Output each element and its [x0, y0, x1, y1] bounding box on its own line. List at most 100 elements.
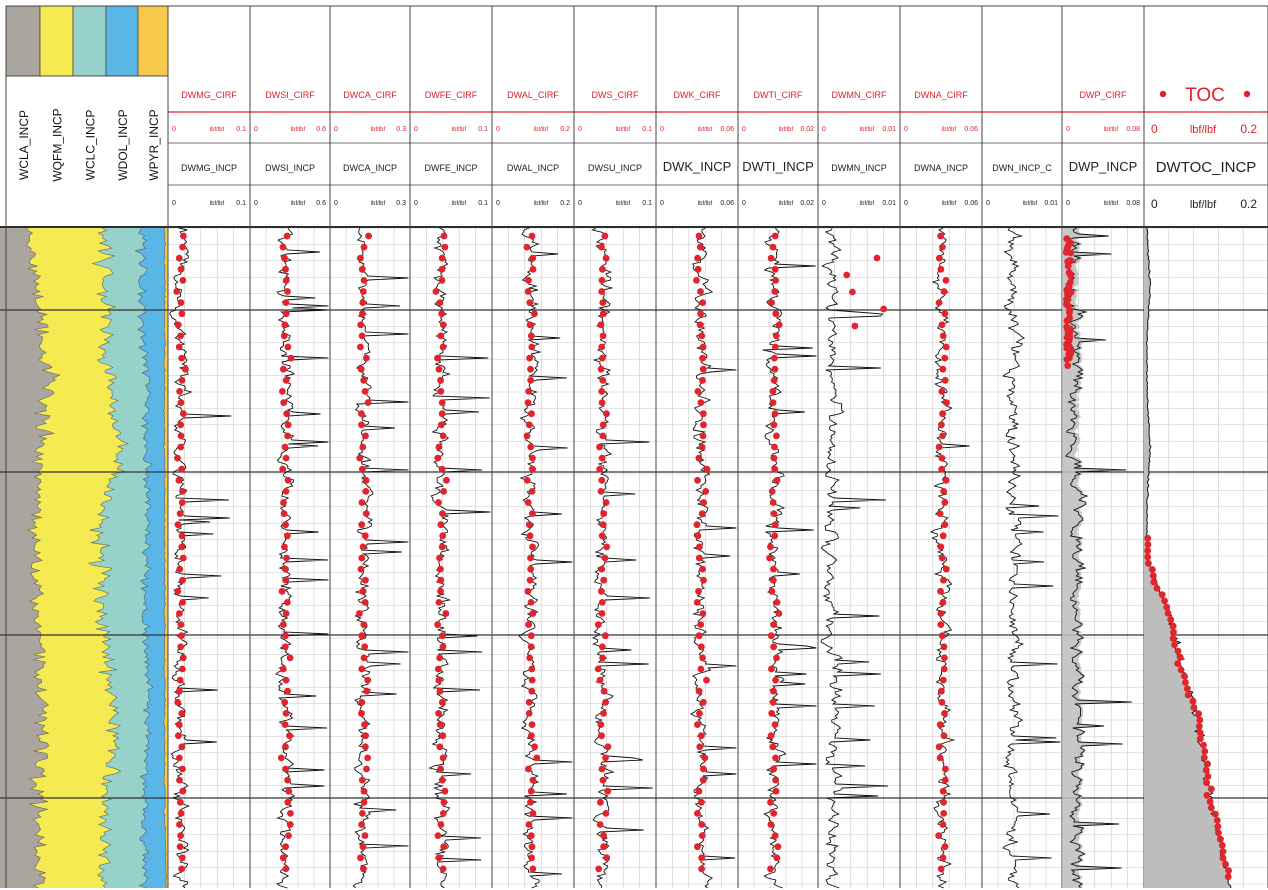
toc-title: TOC [1185, 85, 1225, 106]
sample-marker [438, 277, 446, 284]
cirf-scale-min: 0 [660, 126, 664, 133]
sample-marker [359, 443, 367, 451]
sample-marker [769, 576, 777, 584]
sample-marker [769, 399, 777, 406]
sample-marker [529, 810, 537, 817]
toc-sample-marker [1184, 691, 1192, 699]
sample-marker [529, 465, 536, 473]
cirf-scale-max: 0.06 [720, 126, 734, 133]
toc-sample-marker [1201, 748, 1209, 755]
toc-sample-marker [1169, 635, 1177, 642]
sample-marker [939, 410, 946, 418]
incp-label: DWTI_INCP [742, 159, 814, 174]
sample-marker [698, 732, 705, 740]
sample-marker [439, 643, 447, 651]
sample-marker [528, 343, 536, 351]
sample-marker [873, 254, 881, 262]
toc-sample-marker [1145, 559, 1152, 567]
sample-marker [598, 343, 606, 351]
sample-marker [773, 654, 780, 662]
sample-marker [531, 310, 538, 318]
sample-marker [597, 365, 605, 373]
cirf-label: DWS_CIRF [592, 90, 640, 100]
sample-marker [880, 305, 887, 313]
incp-scale-max: 0.2 [560, 200, 570, 207]
sample-marker [935, 832, 943, 839]
sample-marker [767, 632, 775, 640]
incp-scale-unit: lbf/lbf [210, 201, 225, 207]
sample-marker [698, 443, 706, 451]
sample-marker [175, 687, 183, 695]
sample-marker [694, 721, 701, 728]
sample-marker [437, 576, 445, 584]
toc-sample-marker [1170, 628, 1177, 636]
sample-marker [282, 865, 290, 873]
incp-scale-max: 0.1 [642, 200, 652, 207]
sample-marker [282, 743, 289, 751]
sample-marker [524, 499, 532, 506]
sample-marker [941, 843, 949, 851]
incp-scale-max: 0.6 [316, 200, 326, 207]
sample-marker [358, 265, 366, 273]
sample-marker [766, 554, 773, 562]
sample-marker [358, 665, 366, 673]
sample-marker [435, 676, 443, 684]
toc-sample-marker [1204, 760, 1211, 768]
sample-marker [695, 232, 703, 240]
cirf-scale-max: 0.1 [236, 126, 246, 133]
sample-marker [695, 554, 703, 562]
sample-marker [283, 599, 291, 606]
sample-marker [432, 288, 440, 295]
cirf-label: DWMN_CIRF [832, 90, 887, 100]
sample-marker [528, 488, 536, 495]
sample-marker [437, 376, 444, 384]
incp-scale-min: 0 [822, 200, 826, 207]
sample-marker [360, 787, 368, 795]
sample-marker [940, 288, 948, 295]
sample-marker [767, 732, 775, 740]
sample-marker [174, 321, 182, 329]
sample-marker [527, 554, 534, 562]
sample-marker [937, 543, 945, 551]
sample-marker [182, 365, 189, 373]
sample-marker [362, 743, 369, 751]
sample-marker [435, 499, 442, 506]
sample-marker [527, 332, 535, 340]
sample-marker [362, 432, 369, 440]
sample-marker [435, 365, 443, 373]
sample-marker [178, 465, 186, 473]
sample-marker [362, 488, 370, 495]
incp-scale-unit: lbf/lbf [698, 201, 713, 207]
sample-marker [179, 554, 187, 562]
toc-incp-max: 0.2 [1240, 197, 1257, 211]
sample-marker [939, 787, 947, 795]
sample-marker [282, 576, 290, 584]
sample-marker [177, 832, 185, 839]
toc-sample-marker [1176, 653, 1184, 661]
sample-marker [178, 743, 186, 751]
sample-marker [282, 376, 290, 384]
cirf-scale-min: 0 [822, 126, 826, 133]
sample-marker [440, 488, 448, 495]
sample-marker [357, 254, 364, 262]
sample-marker [771, 365, 779, 373]
sample-marker [700, 576, 707, 584]
sample-marker [440, 232, 448, 240]
sample-marker [527, 376, 535, 384]
incp-scale-min: 0 [986, 200, 990, 207]
sample-marker [600, 832, 607, 839]
sample-marker [943, 399, 950, 406]
sample-marker [603, 854, 611, 862]
sample-marker [602, 499, 610, 506]
cirf-scale-unit: lbf/lbf [698, 127, 713, 133]
sample-marker [363, 687, 371, 695]
sample-marker [526, 654, 534, 662]
sample-marker [1066, 314, 1073, 322]
toc-sample-marker [1195, 710, 1202, 718]
sample-marker [698, 865, 705, 873]
sample-marker [281, 321, 289, 329]
sample-marker [695, 687, 703, 695]
sample-marker [601, 554, 609, 562]
sample-marker [602, 254, 610, 262]
cirf-scale-unit: lbf/lbf [534, 127, 549, 133]
